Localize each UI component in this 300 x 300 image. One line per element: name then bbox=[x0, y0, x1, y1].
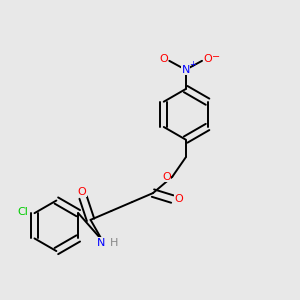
Text: O: O bbox=[159, 54, 168, 64]
Text: Cl: Cl bbox=[17, 207, 28, 217]
Text: O: O bbox=[162, 172, 171, 182]
Text: +: + bbox=[189, 60, 196, 69]
Text: O: O bbox=[77, 187, 86, 196]
Text: O: O bbox=[204, 54, 212, 64]
Text: O: O bbox=[175, 194, 183, 204]
Text: N: N bbox=[97, 238, 105, 248]
Text: H: H bbox=[110, 238, 118, 248]
Text: −: − bbox=[212, 52, 220, 62]
Text: N: N bbox=[182, 65, 190, 75]
